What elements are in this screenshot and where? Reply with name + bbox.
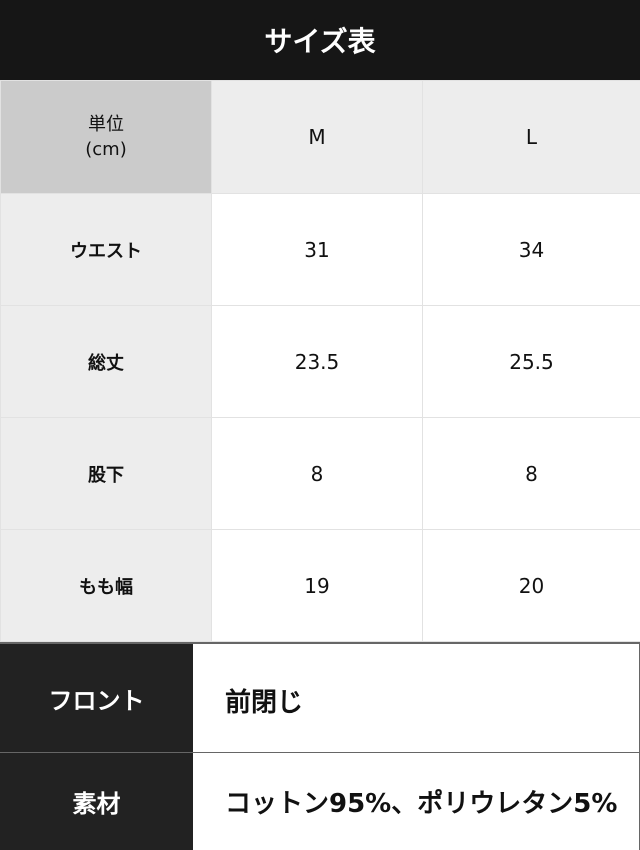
table-cell: 8 — [212, 418, 423, 530]
page-title: サイズ表 — [0, 0, 640, 80]
info-label: 素材 — [0, 753, 193, 850]
table-cell: 23.5 — [212, 306, 423, 418]
row-label: 股下 — [1, 418, 212, 530]
row-label: ウエスト — [1, 194, 212, 306]
info-value: コットン95%、ポリウレタン5% — [193, 753, 640, 850]
product-info: フロント 前閉じ 素材 コットン95%、ポリウレタン5% — [0, 642, 640, 850]
table-row: 総丈 23.5 25.5 — [1, 306, 640, 418]
info-value: 前閉じ — [193, 644, 640, 752]
info-row-front: フロント 前閉じ — [0, 644, 640, 753]
unit-label: 単位 — [1, 112, 211, 137]
row-label: 総丈 — [1, 306, 212, 418]
info-row-material: 素材 コットン95%、ポリウレタン5% — [0, 753, 640, 850]
table-cell: 8 — [423, 418, 640, 530]
table-row: もも幅 19 20 — [1, 530, 640, 642]
table-cell: 31 — [212, 194, 423, 306]
table-row: 股下 8 8 — [1, 418, 640, 530]
size-header-m: M — [212, 81, 423, 194]
unit-header-cell: 単位 (cm) — [1, 81, 212, 194]
row-label: もも幅 — [1, 530, 212, 642]
table-header-row: 単位 (cm) M L — [1, 81, 640, 194]
unit-value: (cm) — [1, 137, 211, 162]
size-header-l: L — [423, 81, 640, 194]
table-cell: 25.5 — [423, 306, 640, 418]
size-table: 単位 (cm) M L ウエスト 31 34 総丈 23.5 25.5 股下 8… — [0, 80, 640, 642]
info-label: フロント — [0, 644, 193, 752]
table-row: ウエスト 31 34 — [1, 194, 640, 306]
table-cell: 19 — [212, 530, 423, 642]
table-cell: 34 — [423, 194, 640, 306]
table-cell: 20 — [423, 530, 640, 642]
